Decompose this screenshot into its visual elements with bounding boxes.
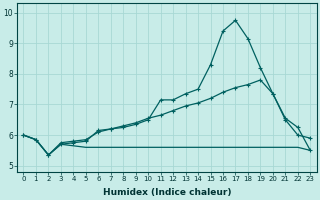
X-axis label: Humidex (Indice chaleur): Humidex (Indice chaleur) (103, 188, 231, 197)
